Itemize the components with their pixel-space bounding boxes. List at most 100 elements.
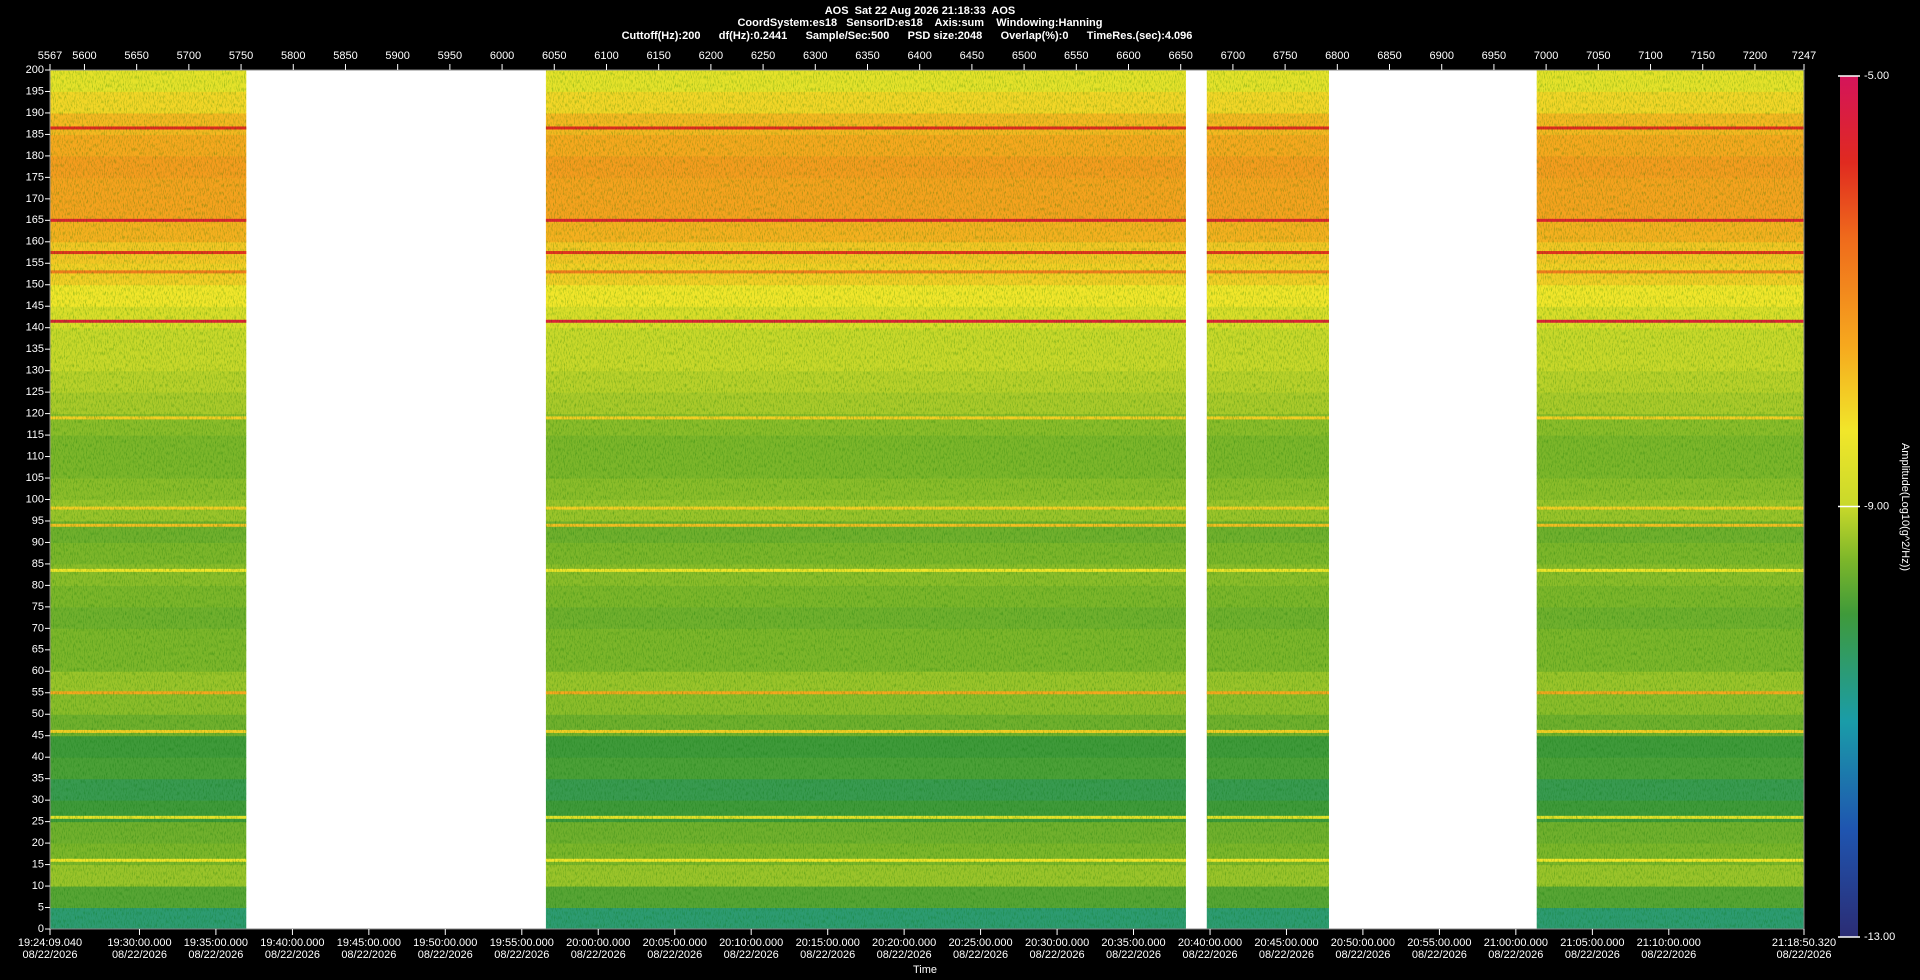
time-tick-label: 19:50:00.000 <box>413 937 477 949</box>
y-tick-label: 35 <box>32 773 44 785</box>
time-tick-date: 08/22/2026 <box>22 949 77 961</box>
x-tick-label: 7247 <box>1792 50 1816 62</box>
y-tick-label: 65 <box>32 644 44 656</box>
y-tick-label: 30 <box>32 794 44 806</box>
time-tick-date: 08/22/2026 <box>724 949 779 961</box>
x-tick-label: 6900 <box>1429 50 1453 62</box>
x-tick-label: 6050 <box>542 50 566 62</box>
time-tick-date: 08/22/2026 <box>1776 949 1831 961</box>
x-tick-label: 7100 <box>1638 50 1662 62</box>
x-axis-label: Time <box>913 964 937 976</box>
x-tick-label: 6650 <box>1168 50 1192 62</box>
y-tick-label: 150 <box>26 279 44 291</box>
y-tick-label: 110 <box>26 450 44 462</box>
time-tick-label: 19:24:09.040 <box>18 937 82 949</box>
time-tick-date: 08/22/2026 <box>1565 949 1620 961</box>
time-tick-date: 08/22/2026 <box>1488 949 1543 961</box>
y-tick-label: 25 <box>32 816 44 828</box>
time-tick-label: 20:45:00.000 <box>1254 937 1318 949</box>
x-tick-label: 5950 <box>438 50 462 62</box>
time-tick-date: 08/22/2026 <box>418 949 473 961</box>
y-tick-label: 180 <box>26 150 44 162</box>
time-tick-label: 20:25:00.000 <box>948 937 1012 949</box>
time-tick-label: 21:00:00.000 <box>1484 937 1548 949</box>
title-line: CoordSystem:es18 SensorID:es18 Axis:sum … <box>737 17 1102 29</box>
time-tick-date: 08/22/2026 <box>112 949 167 961</box>
colorbar-tick-label: -13.00 <box>1864 931 1895 943</box>
x-tick-label: 5800 <box>281 50 305 62</box>
time-tick-date: 08/22/2026 <box>1183 949 1238 961</box>
x-tick-label: 6300 <box>803 50 827 62</box>
x-tick-label: 6200 <box>699 50 723 62</box>
time-tick-label: 20:20:00.000 <box>872 937 936 949</box>
y-tick-label: 145 <box>26 300 44 312</box>
time-tick-label: 20:10:00.000 <box>719 937 783 949</box>
time-tick-date: 08/22/2026 <box>571 949 626 961</box>
y-tick-label: 60 <box>32 665 44 677</box>
colorbar-label: Amplitude(Log10(g^2/Hz)) <box>1899 443 1911 571</box>
x-tick-label: 7050 <box>1586 50 1610 62</box>
y-tick-label: 20 <box>32 837 44 849</box>
x-tick-label: 7000 <box>1534 50 1558 62</box>
time-tick-label: 19:45:00.000 <box>337 937 401 949</box>
time-tick-date: 08/22/2026 <box>188 949 243 961</box>
x-tick-label: 6700 <box>1221 50 1245 62</box>
x-tick-label: 5700 <box>177 50 201 62</box>
x-tick-label: 5600 <box>72 50 96 62</box>
y-tick-label: 140 <box>26 322 44 334</box>
y-tick-label: 120 <box>26 408 44 420</box>
time-tick-label: 20:05:00.000 <box>643 937 707 949</box>
y-tick-label: 160 <box>26 236 44 248</box>
title-line: AOS Sat 22 Aug 2026 21:18:33 AOS <box>825 5 1016 17</box>
y-tick-label: 15 <box>32 858 44 870</box>
x-tick-label: 7150 <box>1690 50 1714 62</box>
time-tick-label: 20:50:00.000 <box>1331 937 1395 949</box>
y-tick-label: 95 <box>32 515 44 527</box>
time-tick-label: 21:10:00.000 <box>1637 937 1701 949</box>
time-tick-label: 19:40:00.000 <box>260 937 324 949</box>
x-tick-label: 6000 <box>490 50 514 62</box>
time-tick-date: 08/22/2026 <box>1412 949 1467 961</box>
time-tick-label: 19:30:00.000 <box>107 937 171 949</box>
time-tick-label: 20:00:00.000 <box>566 937 630 949</box>
y-tick-label: 115 <box>26 429 44 441</box>
x-tick-label: 6850 <box>1377 50 1401 62</box>
time-tick-label: 20:55:00.000 <box>1407 937 1471 949</box>
y-tick-label: 5 <box>38 901 44 913</box>
time-tick-label: 20:40:00.000 <box>1178 937 1242 949</box>
time-tick-label: 21:05:00.000 <box>1560 937 1624 949</box>
time-tick-label: 21:18:50.320 <box>1772 937 1836 949</box>
time-tick-date: 08/22/2026 <box>1106 949 1161 961</box>
x-tick-label: 6350 <box>855 50 879 62</box>
x-tick-label: 6550 <box>1064 50 1088 62</box>
x-tick-label: 5650 <box>124 50 148 62</box>
x-tick-label: 7200 <box>1743 50 1767 62</box>
y-tick-label: 195 <box>26 85 44 97</box>
time-tick-label: 19:55:00.000 <box>490 937 554 949</box>
x-tick-label: 6100 <box>594 50 618 62</box>
x-tick-label: 5900 <box>385 50 409 62</box>
y-tick-label: 40 <box>32 751 44 763</box>
time-tick-label: 20:35:00.000 <box>1101 937 1165 949</box>
y-tick-label: 10 <box>32 880 44 892</box>
x-tick-label: 6950 <box>1482 50 1506 62</box>
x-tick-label: 5850 <box>333 50 357 62</box>
y-tick-label: 130 <box>26 365 44 377</box>
x-tick-label: 6500 <box>1012 50 1036 62</box>
time-tick-date: 08/22/2026 <box>1259 949 1314 961</box>
y-tick-label: 105 <box>26 472 44 484</box>
time-tick-date: 08/22/2026 <box>800 949 855 961</box>
y-tick-label: 75 <box>32 601 44 613</box>
time-tick-date: 08/22/2026 <box>1641 949 1696 961</box>
y-tick-label: 70 <box>32 622 44 634</box>
time-tick-label: 19:35:00.000 <box>184 937 248 949</box>
y-tick-label: 155 <box>26 257 44 269</box>
y-tick-label: 175 <box>26 171 44 183</box>
x-tick-label: 6750 <box>1273 50 1297 62</box>
time-tick-date: 08/22/2026 <box>341 949 396 961</box>
y-tick-label: 55 <box>32 687 44 699</box>
title-line: Cuttoff(Hz):200 df(Hz):0.2441 Sample/Sec… <box>622 30 1193 42</box>
colorbar-tick-label: -9.00 <box>1864 500 1889 512</box>
